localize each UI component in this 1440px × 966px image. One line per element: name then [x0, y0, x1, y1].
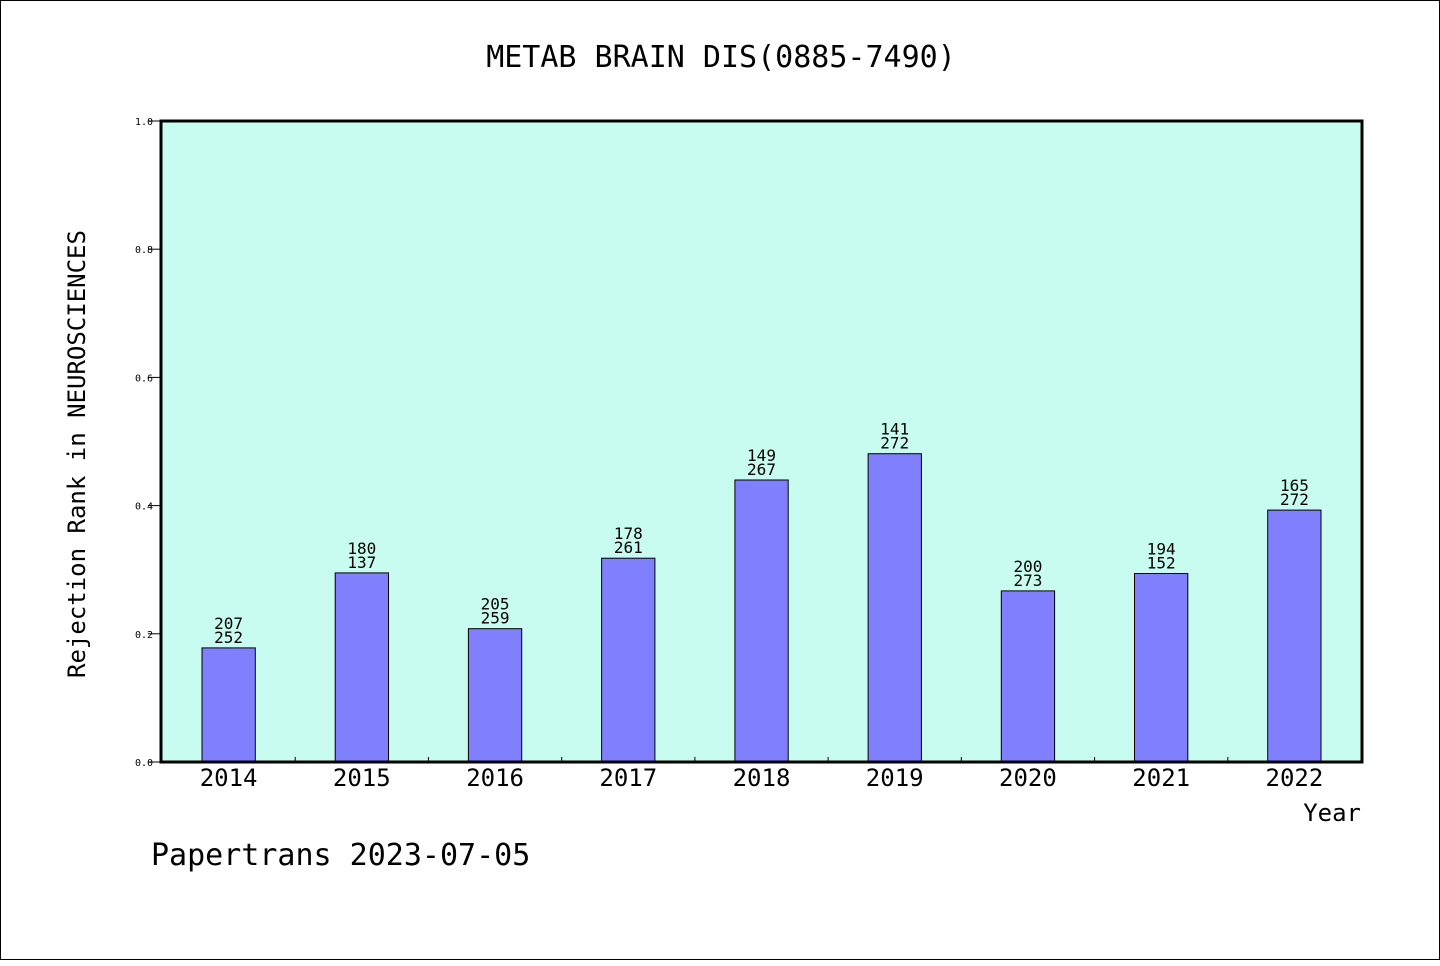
- x-tick-label-2016: 2016: [466, 764, 524, 792]
- x-tick-label-2018: 2018: [733, 764, 791, 792]
- bar-2019: [867, 453, 922, 763]
- bar-label-top-2016: 205: [481, 595, 510, 614]
- bar-label-top-2020: 200: [1013, 557, 1042, 576]
- bars-group: [201, 453, 1322, 763]
- y-tick-label: 0.2: [135, 630, 153, 641]
- bar-label-bottom-2017: 261: [614, 538, 643, 557]
- bar-label-bottom-2020: 273: [1013, 571, 1042, 590]
- bar-label-top-2019: 141: [880, 420, 909, 439]
- bar-label-bottom-2021: 152: [1147, 554, 1176, 573]
- bar-2016: [467, 628, 523, 763]
- plot-border: [159, 119, 1364, 764]
- bar-2017: [601, 557, 656, 763]
- y-axis-label: Rejection Rank in NEUROSCIENCES: [63, 230, 91, 678]
- y-tick-label: 0.4: [135, 502, 153, 513]
- bar-label-top-2021: 194: [1147, 540, 1176, 559]
- bar-label-top-2022: 165: [1280, 476, 1309, 495]
- y-tick-label: 0.0: [135, 758, 153, 769]
- bar-label-top-2018: 149: [747, 446, 776, 465]
- bar-label-bottom-2018: 267: [747, 460, 776, 479]
- bar-2022: [1267, 509, 1322, 763]
- x-axis-ticks: 2014 2015 2016 2017 2018 2019 2020 2021 2022: [200, 757, 1324, 792]
- y-tick-label: 1.0: [135, 117, 153, 128]
- bar-label-top-2015: 180: [347, 539, 376, 558]
- y-axis-ticks: 0.0 0.2 0.4 0.6 0.8 1.0: [135, 117, 161, 769]
- x-tick-label-2014: 2014: [200, 764, 258, 792]
- x-tick-label-2021: 2021: [1132, 764, 1190, 792]
- x-tick-label-2022: 2022: [1266, 764, 1324, 792]
- x-axis-label: Year: [1303, 799, 1361, 827]
- bar-2014: [201, 647, 256, 763]
- x-tick-label-2020: 2020: [999, 764, 1057, 792]
- chart-title: METAB BRAIN DIS(0885-7490): [486, 40, 956, 75]
- bar-2015: [334, 572, 390, 763]
- x-tick-label-2015: 2015: [333, 764, 391, 792]
- bar-labels-group: 2072521801372052591782611492671412722002…: [214, 420, 1309, 647]
- y-tick-label: 0.8: [135, 245, 153, 256]
- bar-2020: [1000, 590, 1056, 763]
- bar-label-bottom-2014: 252: [214, 628, 243, 647]
- y-tick-label: 0.6: [135, 373, 153, 384]
- bar-label-top-2017: 178: [614, 524, 643, 543]
- bar-2018: [734, 479, 789, 763]
- footer-text: Papertrans 2023-07-05: [151, 838, 530, 873]
- bar-label-top-2014: 207: [214, 614, 243, 633]
- bar-label-bottom-2019: 272: [880, 434, 909, 453]
- bar-label-bottom-2016: 259: [481, 609, 510, 628]
- bar-label-bottom-2015: 137: [347, 553, 376, 572]
- x-tick-label-2017: 2017: [599, 764, 657, 792]
- bar-label-bottom-2022: 272: [1280, 490, 1309, 509]
- bar-2021: [1134, 573, 1189, 763]
- x-tick-label-2019: 2019: [866, 764, 924, 792]
